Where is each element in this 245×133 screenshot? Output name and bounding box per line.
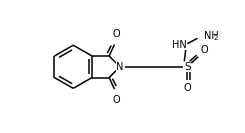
Text: HN: HN — [172, 40, 187, 50]
Text: 2: 2 — [214, 35, 218, 41]
Text: O: O — [112, 95, 120, 105]
Text: NH: NH — [204, 31, 219, 41]
Text: O: O — [112, 29, 120, 39]
Text: O: O — [184, 83, 191, 93]
Text: S: S — [184, 62, 191, 72]
Text: N: N — [116, 62, 124, 72]
Text: O: O — [201, 45, 208, 55]
